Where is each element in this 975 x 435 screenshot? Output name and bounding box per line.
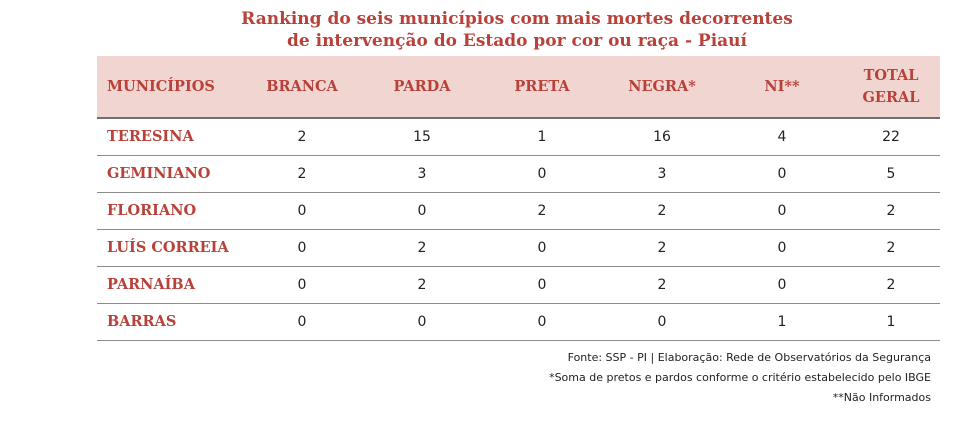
cell-branca: 0 <box>242 191 362 229</box>
footnotes: Fonte: SSP - PI | Elaboração: Rede de Ob… <box>549 348 931 408</box>
footnote-negra: *Soma de pretos e pardos conforme o crit… <box>549 371 931 384</box>
cell-preta: 0 <box>482 265 602 303</box>
cell-preta: 0 <box>482 302 602 341</box>
cell-ni: 0 <box>722 191 842 229</box>
total-header-label: TOTAL GERAL <box>863 65 920 109</box>
table-row: TERESINA 2 15 1 16 4 22 <box>97 117 940 155</box>
source-note: Fonte: SSP - PI | Elaboração: Rede de Ob… <box>567 351 931 364</box>
cell-municipio: BARRAS <box>97 302 242 341</box>
cell-municipio: TERESINA <box>97 117 242 155</box>
cell-negra: 3 <box>602 154 722 192</box>
column-header-negra: NEGRA* <box>628 77 696 95</box>
ranking-table: MUNICÍPIOS BRANCA PARDA PRETA NEGRA* NI*… <box>97 56 940 341</box>
cell-municipio: LUÍS CORREIA <box>97 228 242 266</box>
cell-negra: 16 <box>602 117 722 155</box>
cell-negra: 2 <box>602 191 722 229</box>
cell-branca: 2 <box>242 154 362 192</box>
cell-parda: 15 <box>362 117 482 155</box>
table-row: LUÍS CORREIA 0 2 0 2 0 2 <box>97 228 940 266</box>
cell-municipio: FLORIANO <box>97 191 242 229</box>
cell-branca: 0 <box>242 228 362 266</box>
cell-parda: 0 <box>362 302 482 341</box>
cell-ni: 4 <box>722 117 842 155</box>
cell-municipio: GEMINIANO <box>97 154 242 192</box>
cell-total: 2 <box>842 191 940 229</box>
cell-ni: 0 <box>722 154 842 192</box>
table-row: FLORIANO 0 0 2 2 0 2 <box>97 191 940 229</box>
column-header-parda: PARDA <box>393 77 451 95</box>
cell-parda: 2 <box>362 228 482 266</box>
cell-negra: 0 <box>602 302 722 341</box>
cell-negra: 2 <box>602 265 722 303</box>
footnote-ni: **Não Informados <box>832 391 931 404</box>
cell-parda: 0 <box>362 191 482 229</box>
column-header-branca: BRANCA <box>266 77 338 95</box>
cell-branca: 2 <box>242 117 362 155</box>
page-title: Ranking do seis municípios com mais mort… <box>97 8 937 52</box>
cell-preta: 2 <box>482 191 602 229</box>
table-row: BARRAS 0 0 0 0 1 1 <box>97 302 940 341</box>
cell-total: 2 <box>842 228 940 266</box>
cell-municipio: PARNAÍBA <box>97 265 242 303</box>
cell-parda: 2 <box>362 265 482 303</box>
column-header-total-geral: TOTAL GERAL <box>842 56 940 118</box>
cell-total: 1 <box>842 302 940 341</box>
cell-ni: 0 <box>722 228 842 266</box>
total-header-line-1: TOTAL <box>863 66 919 84</box>
cell-total: 2 <box>842 265 940 303</box>
total-header-line-2: GERAL <box>862 88 920 106</box>
cell-total: 22 <box>842 117 940 155</box>
cell-branca: 0 <box>242 302 362 341</box>
cell-branca: 0 <box>242 265 362 303</box>
column-header-municipios: MUNICÍPIOS <box>107 77 215 95</box>
cell-total: 5 <box>842 154 940 192</box>
cell-ni: 0 <box>722 265 842 303</box>
cell-parda: 3 <box>362 154 482 192</box>
column-header-ni: NI** <box>764 77 800 95</box>
cell-preta: 1 <box>482 117 602 155</box>
cell-ni: 1 <box>722 302 842 341</box>
cell-negra: 2 <box>602 228 722 266</box>
column-header-preta: PRETA <box>514 77 570 95</box>
cell-preta: 0 <box>482 154 602 192</box>
table-row: PARNAÍBA 0 2 0 2 0 2 <box>97 265 940 303</box>
table-row: GEMINIANO 2 3 0 3 0 5 <box>97 154 940 192</box>
table-header-row: MUNICÍPIOS BRANCA PARDA PRETA NEGRA* NI*… <box>97 56 940 118</box>
title-line-1: Ranking do seis municípios com mais mort… <box>241 9 793 29</box>
title-line-2: de intervenção do Estado por cor ou raça… <box>286 31 747 51</box>
cell-preta: 0 <box>482 228 602 266</box>
